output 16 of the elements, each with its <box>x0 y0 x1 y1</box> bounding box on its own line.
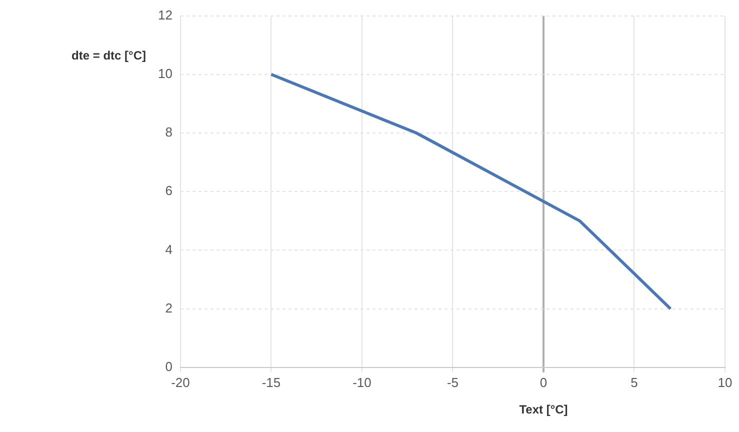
x-tick-label: -5 <box>446 374 459 390</box>
x-tick-label: -15 <box>262 374 281 390</box>
y-tick-label: 10 <box>158 66 172 81</box>
y-tick-label: 6 <box>165 183 172 198</box>
x-axis-title: Text [°C] <box>519 402 568 416</box>
x-tick-label: -10 <box>352 374 372 390</box>
y-tick-label: 4 <box>165 242 172 257</box>
y-tick-label: 8 <box>165 124 172 140</box>
x-tick-label: 5 <box>630 374 638 390</box>
y-axis-title: dte = dtc [°C] <box>72 48 146 62</box>
y-tick-label: 12 <box>158 7 172 22</box>
y-tick-label: 2 <box>165 300 172 316</box>
y-tick-label: 0 <box>165 358 172 374</box>
x-tick-label: -20 <box>171 374 190 390</box>
x-tick-label: 10 <box>718 374 732 390</box>
x-tick-label: 0 <box>540 374 548 390</box>
